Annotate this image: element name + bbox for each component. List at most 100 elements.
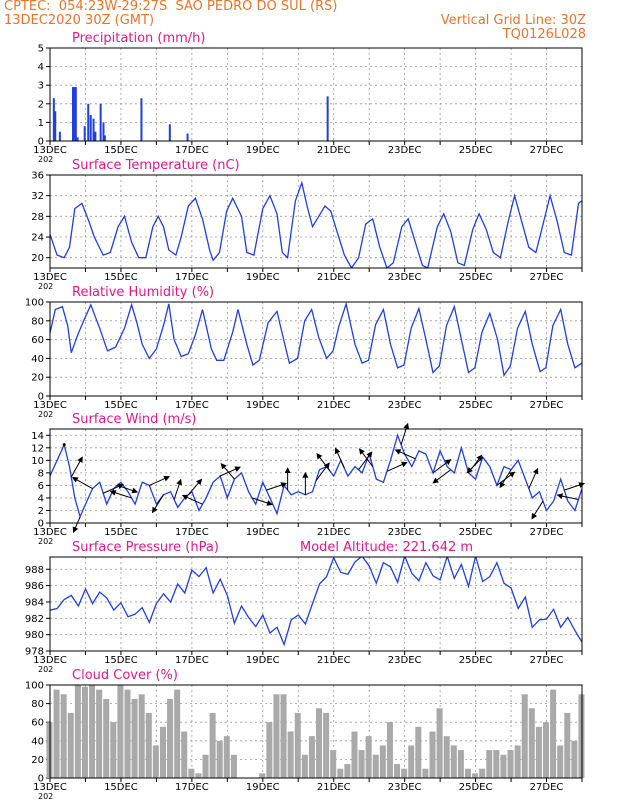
panel-frame xyxy=(49,556,583,652)
date-label: 13DEC xyxy=(33,145,67,156)
y-tick-label: 978 xyxy=(25,647,44,658)
wind-arrow xyxy=(117,484,139,494)
date-label: 17DEC xyxy=(175,527,209,538)
wind-arrow xyxy=(181,494,203,505)
y-tick-label: 40 xyxy=(31,736,44,747)
y-tick-label: 986 xyxy=(25,581,44,592)
vertical-grid-info: Vertical Grid Line: 30Z xyxy=(440,13,586,28)
date-label: 15DEC xyxy=(104,527,138,538)
date-label: 19DEC xyxy=(246,782,280,793)
y-tick-label: 0 xyxy=(38,392,44,403)
date-label: 27DEC xyxy=(530,400,564,411)
cloud-bar xyxy=(564,712,571,778)
cloud-bar xyxy=(571,740,578,778)
date-label: 19DEC xyxy=(246,272,280,283)
cloud-bar xyxy=(167,698,174,778)
wind-arrow xyxy=(316,452,331,472)
cloud-bar xyxy=(96,689,103,778)
date-label: 27DEC xyxy=(530,782,564,793)
y-tick-label: 0 xyxy=(38,774,44,785)
cloud-bar xyxy=(138,694,145,778)
cloud-bar xyxy=(542,722,550,778)
cloud-bar xyxy=(422,768,429,778)
date-label: 23DEC xyxy=(388,782,422,793)
cloud-bar xyxy=(89,685,96,778)
precip-bar xyxy=(54,111,57,141)
cloud-bar xyxy=(53,689,60,778)
date-label: 15DEC xyxy=(104,782,138,793)
cloud-bar xyxy=(358,750,365,778)
wind-arrow xyxy=(432,459,452,474)
date-label: 23DEC xyxy=(388,527,422,538)
cloud-bar xyxy=(450,745,457,778)
y-tick-label: 20 xyxy=(31,755,44,766)
y-tick-label: 14 xyxy=(31,431,44,442)
wind-arrow xyxy=(173,478,182,500)
wind-arrow xyxy=(466,456,484,474)
y-tick-label: 3 xyxy=(38,81,44,92)
y-tick-label: 982 xyxy=(25,614,44,625)
date-label: 15DEC xyxy=(104,272,138,283)
year-stub: 202 xyxy=(38,537,53,546)
cloud-bar xyxy=(308,736,315,778)
y-tick-label: 984 xyxy=(25,597,44,608)
cloud-bar xyxy=(202,754,209,778)
panel-frame xyxy=(49,47,583,142)
date-label: 27DEC xyxy=(530,272,564,283)
precip-bar xyxy=(326,96,329,141)
cloud-bar xyxy=(273,694,280,778)
wind-arrow xyxy=(266,482,288,491)
date-label: 19DEC xyxy=(246,655,280,666)
y-tick-label: 80 xyxy=(31,316,44,327)
cloud-bar xyxy=(550,689,557,778)
cloud-bar xyxy=(379,745,386,778)
y-tick-label: 0 xyxy=(38,137,44,148)
wind-arrow xyxy=(220,462,235,480)
date-label: 23DEC xyxy=(388,655,422,666)
wind-arrow xyxy=(151,494,164,514)
year-stub: 202 xyxy=(38,792,53,800)
y-tick-label: 2 xyxy=(38,506,44,517)
y-tick-label: 1 xyxy=(38,118,44,129)
panel-cloud xyxy=(46,684,585,782)
cloud-bar xyxy=(528,708,535,778)
cloud-bar xyxy=(408,745,415,778)
precip-bar xyxy=(52,98,55,141)
cloud-bar xyxy=(457,750,464,778)
y-tick-label: 60 xyxy=(31,335,44,346)
date-label: 25DEC xyxy=(459,272,493,283)
panel-frame xyxy=(49,301,583,397)
precip-bar xyxy=(71,87,74,141)
wind-arrow xyxy=(149,475,171,486)
cloud-bar xyxy=(486,750,493,778)
date-label: 27DEC xyxy=(530,655,564,666)
cloud-bar xyxy=(110,722,117,778)
y-tick-label: 4 xyxy=(38,62,44,73)
date-label: 17DEC xyxy=(175,655,209,666)
y-tick-label: 5 xyxy=(38,44,44,55)
wind-arrow xyxy=(432,469,452,484)
model-altitude: Model Altitude: 221.642 m xyxy=(300,540,473,555)
date-label: 17DEC xyxy=(175,272,209,283)
wind-arrow xyxy=(109,489,132,499)
date-label: 21DEC xyxy=(317,655,351,666)
y-tick-label: 24 xyxy=(31,233,44,244)
precip-bar xyxy=(87,103,90,141)
precip-bar xyxy=(92,118,95,141)
cloud-bar xyxy=(266,722,273,778)
wind-series-line xyxy=(50,433,582,519)
model-id: TQ0126L028 xyxy=(502,27,586,42)
date-label: 21DEC xyxy=(317,272,351,283)
cloud-bar xyxy=(557,745,564,778)
cloud-bar xyxy=(521,694,528,778)
cloud-bar xyxy=(394,764,401,778)
precip-bar xyxy=(94,131,97,141)
cloud-bar xyxy=(181,731,188,778)
cloud-bar xyxy=(514,745,521,778)
cloud-bar xyxy=(323,712,330,778)
precip-bar xyxy=(102,122,105,141)
cloud-bar xyxy=(578,694,585,778)
cloud-bar xyxy=(287,731,294,778)
cloud-bar xyxy=(81,686,88,778)
